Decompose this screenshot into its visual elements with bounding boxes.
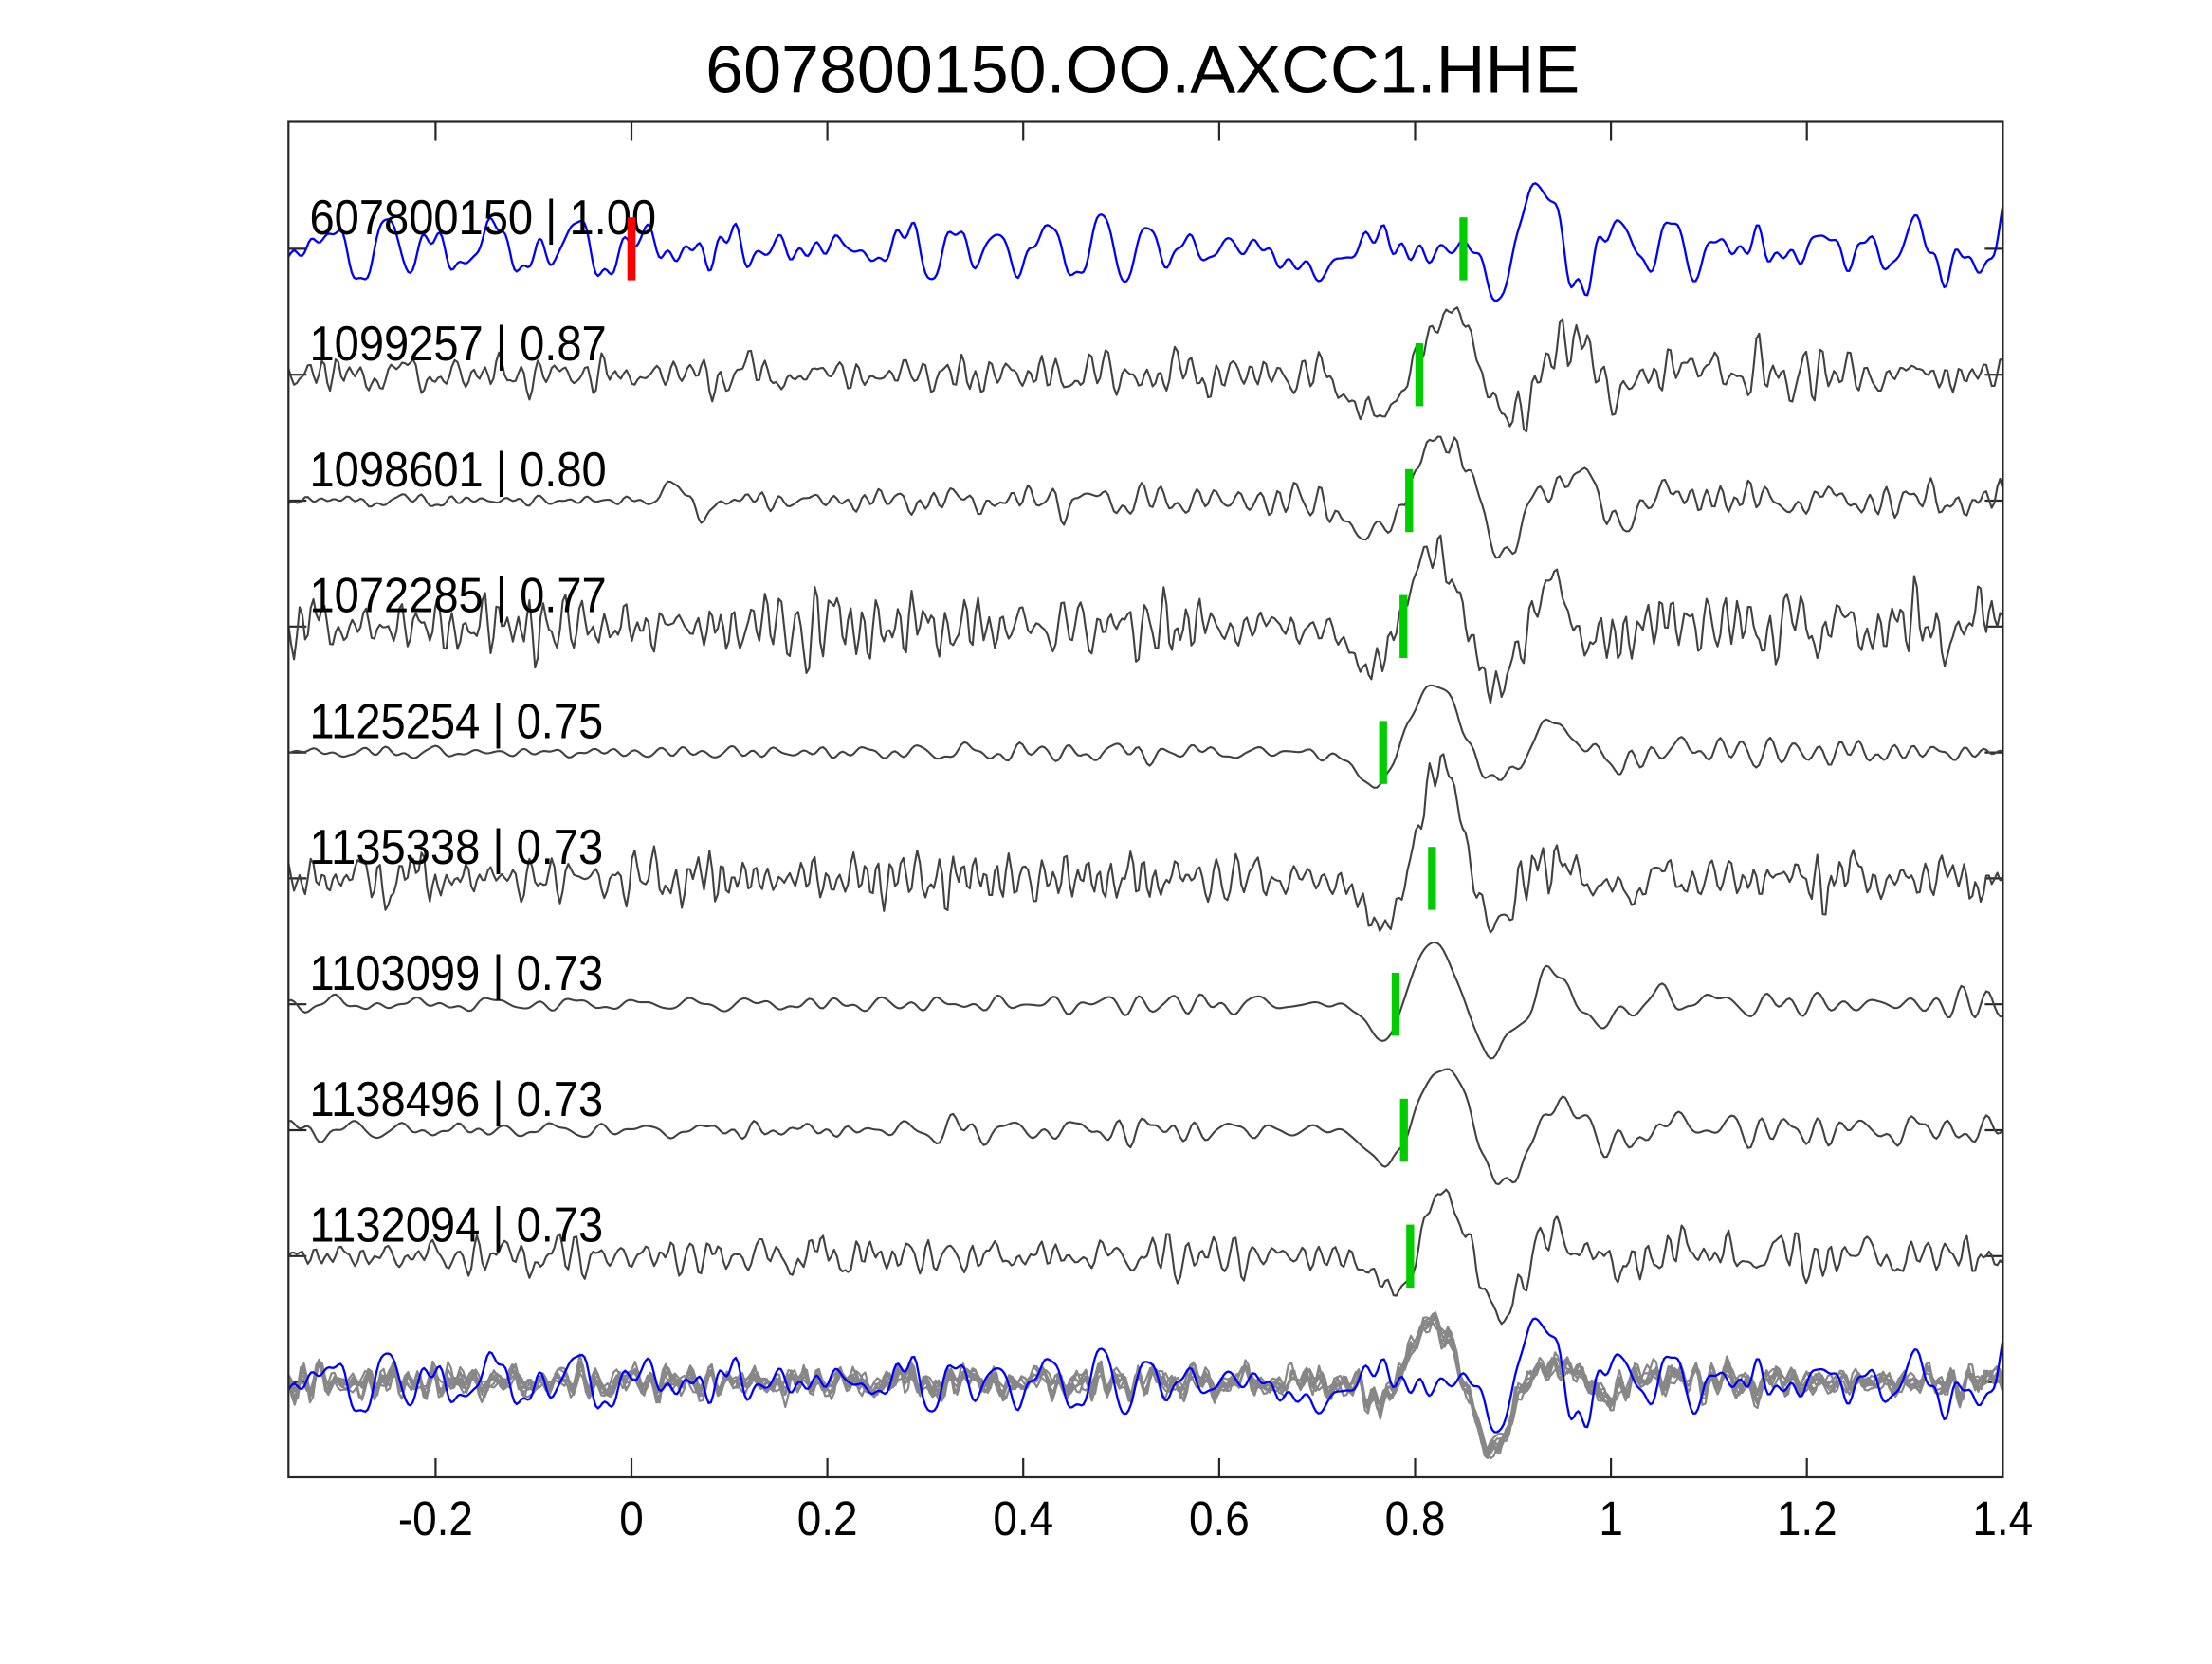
svg-text:0.8: 0.8 [1385,1492,1446,1546]
svg-text:1072285 | 0.77: 1072285 | 0.77 [310,567,607,623]
svg-text:607800150.OO.AXCC1.HHE: 607800150.OO.AXCC1.HHE [705,32,1580,107]
svg-text:1.2: 1.2 [1777,1492,1837,1546]
svg-text:1138496 | 0.73: 1138496 | 0.73 [310,1070,604,1126]
svg-text:-0.2: -0.2 [398,1492,473,1546]
svg-text:607800150 | 1.00: 607800150 | 1.00 [310,190,657,246]
svg-text:0: 0 [619,1492,644,1546]
svg-text:1099257 | 0.87: 1099257 | 0.87 [310,316,607,372]
svg-text:1132094 | 0.73: 1132094 | 0.73 [310,1197,604,1253]
svg-text:1.4: 1.4 [1972,1492,2033,1546]
svg-text:0.4: 0.4 [993,1492,1053,1546]
svg-text:1125254 | 0.75: 1125254 | 0.75 [310,693,604,749]
svg-text:1103099 | 0.73: 1103099 | 0.73 [310,945,604,1001]
svg-text:0.2: 0.2 [797,1492,858,1546]
svg-text:1: 1 [1599,1492,1623,1546]
svg-text:0.6: 0.6 [1189,1492,1250,1546]
svg-text:1098601 | 0.80: 1098601 | 0.80 [310,441,607,497]
svg-text:1135338 | 0.73: 1135338 | 0.73 [310,819,604,875]
